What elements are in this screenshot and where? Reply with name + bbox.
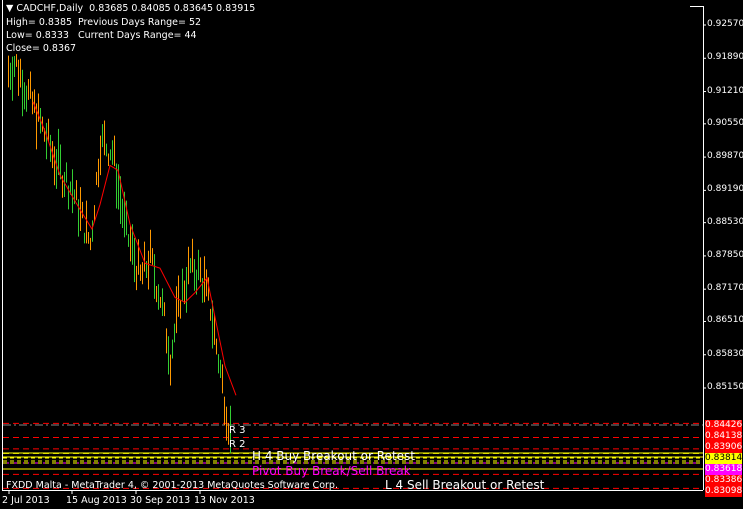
moving-average-line (32, 101, 237, 396)
price-axis-label: 0.92570 (707, 19, 743, 29)
l4-label: L 4 Sell Breakout or Retest (385, 478, 545, 492)
prev-range-label: Previous Days Range= 52 (78, 17, 202, 28)
price-axis-label: 0.88530 (707, 216, 743, 227)
level-price-box: 0.83098 (705, 486, 743, 497)
symbol-label: CADCHF,Daily (16, 3, 84, 14)
low-label: Low= 0.8333 (6, 30, 69, 41)
date-label: 2 Jul 2013 (2, 495, 50, 506)
price-axis-label: 0.86510 (707, 315, 743, 326)
r2-label: R 2 (229, 439, 246, 450)
level-price-box: 0.83386 (705, 475, 743, 486)
curr-range-label: Current Days Range= 44 (78, 30, 197, 41)
ohlc-values: 0.83685 0.84085 0.83645 0.83915 (89, 3, 256, 14)
level-price-box: 0.84138 (705, 431, 743, 442)
price-axis-label: 0.87850 (707, 249, 743, 260)
date-label: 30 Sep 2013 (130, 495, 191, 506)
pivot-label: Pivot Buy Break/Sell Break (252, 464, 411, 478)
price-axis-label: 0.87170 (707, 283, 743, 294)
level-price-box: 0.83814 (705, 453, 743, 464)
price-axis-label: 0.85830 (707, 348, 743, 359)
level-price-box: 0.83618 (705, 464, 743, 475)
price-axis-label: 0.91890 (707, 52, 743, 63)
price-axis-label: 0.90550 (707, 117, 743, 128)
level-price-box: 0.84426 (705, 420, 743, 431)
price-axis-label: 0.89870 (707, 151, 743, 162)
r3-label: R 3 (229, 425, 246, 436)
date-label: 13 Nov 2013 (194, 495, 255, 506)
copyright-text: FXDD Malta - MetaTrader 4, © 2001-2013 M… (6, 480, 338, 491)
price-axis-label: 0.91210 (707, 85, 743, 96)
h4-label: H 4 Buy Breakout or Retest (252, 449, 415, 463)
date-label: 15 Aug 2013 (66, 495, 127, 506)
price-axis-label: 0.85150 (707, 382, 743, 392)
price-axis-label: 0.89190 (707, 184, 743, 195)
high-label: High= 0.8385 (6, 17, 73, 28)
symbol-header: ▼ CADCHF,Daily 0.83685 0.84085 0.83645 0… (6, 3, 255, 15)
level-price-box: 0.83906 (705, 442, 743, 453)
dropdown-triangle-icon[interactable]: ▼ (6, 3, 17, 14)
close-label: Close= 0.8367 (6, 43, 77, 54)
